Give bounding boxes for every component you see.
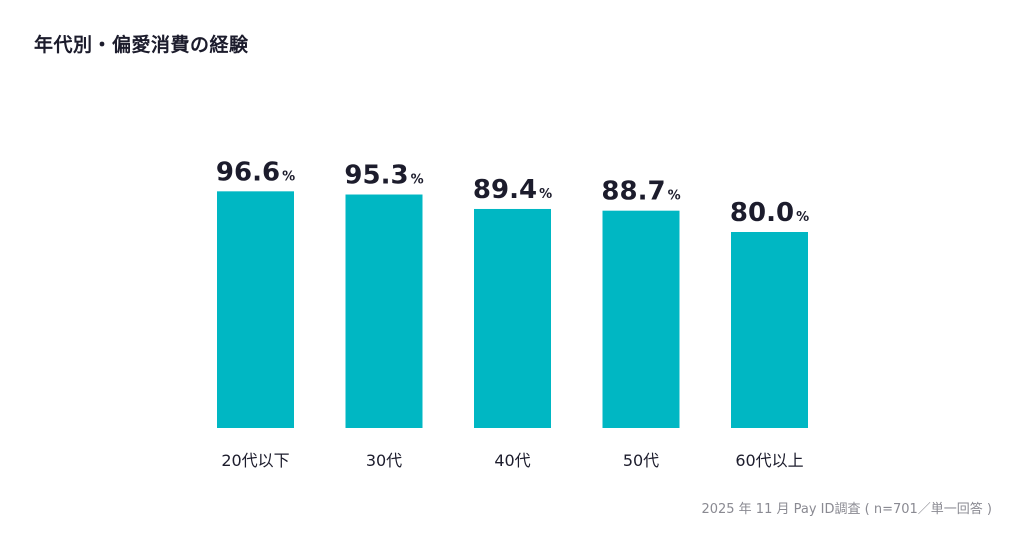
data-label-0: 96.6% — [216, 157, 295, 187]
category-label-4: 60代以上 — [735, 451, 803, 470]
category-label-0: 20代以下 — [221, 451, 289, 470]
bar-3 — [602, 210, 680, 428]
chart-title: 年代別・偏愛消費の経験 — [34, 34, 249, 56]
bar-0 — [217, 191, 294, 428]
category-label-1: 30代 — [366, 451, 402, 470]
source-note: 2025 年 11 月 Pay ID調査 ( n=701／単一回答 ) — [701, 502, 992, 517]
data-label-4: 80.0% — [730, 198, 809, 228]
bar-4 — [731, 232, 808, 428]
bar-2 — [474, 208, 551, 428]
data-label-3: 88.7% — [601, 177, 680, 207]
data-label-1: 95.3% — [344, 161, 423, 191]
data-label-2: 89.4% — [473, 175, 552, 205]
bar-1 — [345, 194, 423, 428]
category-label-3: 50代 — [623, 451, 659, 470]
category-label-2: 40代 — [494, 451, 530, 470]
